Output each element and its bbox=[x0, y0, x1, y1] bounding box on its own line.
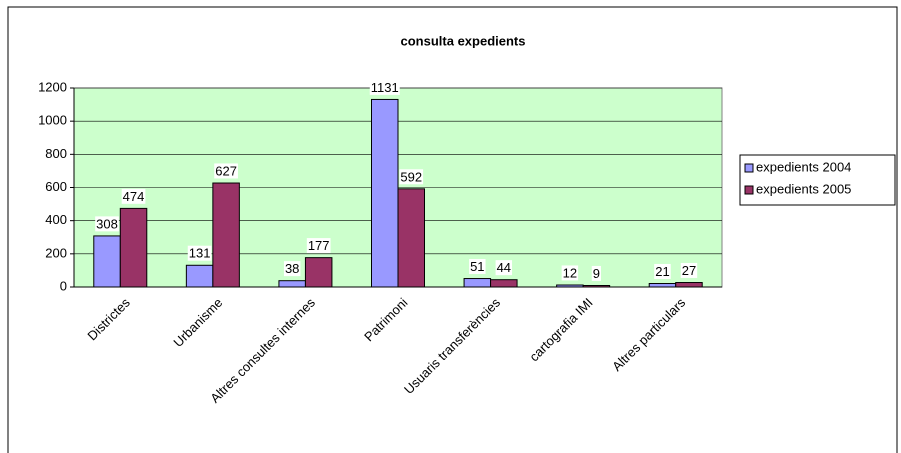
data-label: 44 bbox=[497, 260, 511, 275]
bar bbox=[119, 207, 148, 288]
data-label: 308 bbox=[96, 216, 118, 231]
y-tick-label: 0 bbox=[60, 278, 67, 293]
y-tick-label: 1000 bbox=[38, 113, 67, 128]
data-label-bg bbox=[654, 263, 671, 279]
bar bbox=[675, 282, 703, 288]
bar bbox=[304, 257, 333, 288]
legend-swatch bbox=[744, 185, 754, 195]
bar bbox=[397, 188, 425, 288]
data-label: 9 bbox=[593, 266, 600, 281]
bar bbox=[490, 279, 518, 288]
y-tick-label: 400 bbox=[45, 212, 67, 227]
data-label-bg bbox=[469, 258, 486, 274]
data-label: 12 bbox=[563, 265, 577, 280]
bar bbox=[371, 98, 399, 288]
legend-label: expedients 2005 bbox=[756, 181, 851, 196]
data-label-bg bbox=[95, 216, 119, 232]
data-label-bg bbox=[283, 261, 301, 277]
data-label: 51 bbox=[470, 259, 484, 274]
data-label: 627 bbox=[215, 163, 237, 178]
data-label: 474 bbox=[123, 189, 145, 204]
chart-title: consulta expedients bbox=[401, 33, 526, 48]
legend-box bbox=[739, 154, 896, 206]
y-tick-label: 600 bbox=[45, 179, 67, 194]
bar bbox=[463, 278, 492, 288]
data-label: 38 bbox=[285, 261, 299, 276]
y-tick-label: 1200 bbox=[38, 79, 67, 94]
data-label-bg bbox=[187, 245, 212, 261]
data-label-bg bbox=[495, 260, 513, 276]
bar bbox=[212, 182, 240, 288]
data-label-bg bbox=[369, 79, 400, 95]
data-label-bg bbox=[306, 238, 331, 254]
data-label-bg bbox=[680, 262, 698, 278]
data-label: 21 bbox=[655, 264, 669, 279]
y-tick-label: 800 bbox=[45, 146, 67, 161]
data-label: 131 bbox=[189, 246, 211, 261]
bar bbox=[648, 283, 677, 288]
bar bbox=[556, 284, 584, 288]
bar bbox=[582, 285, 611, 288]
bar bbox=[93, 235, 121, 288]
data-label-bg bbox=[399, 169, 424, 185]
data-label: 592 bbox=[400, 169, 422, 184]
data-label-bg bbox=[561, 265, 579, 281]
data-label: 177 bbox=[308, 238, 330, 253]
legend-label: expedients 2004 bbox=[756, 159, 851, 174]
data-label-bg bbox=[591, 265, 602, 281]
bar bbox=[278, 280, 306, 288]
data-label: 27 bbox=[682, 263, 696, 278]
data-label-bg bbox=[214, 163, 238, 179]
bar bbox=[185, 264, 214, 288]
data-label: 1131 bbox=[371, 80, 399, 95]
legend-swatch bbox=[744, 163, 754, 173]
data-label-bg bbox=[121, 188, 146, 204]
y-tick-label: 200 bbox=[45, 245, 67, 260]
